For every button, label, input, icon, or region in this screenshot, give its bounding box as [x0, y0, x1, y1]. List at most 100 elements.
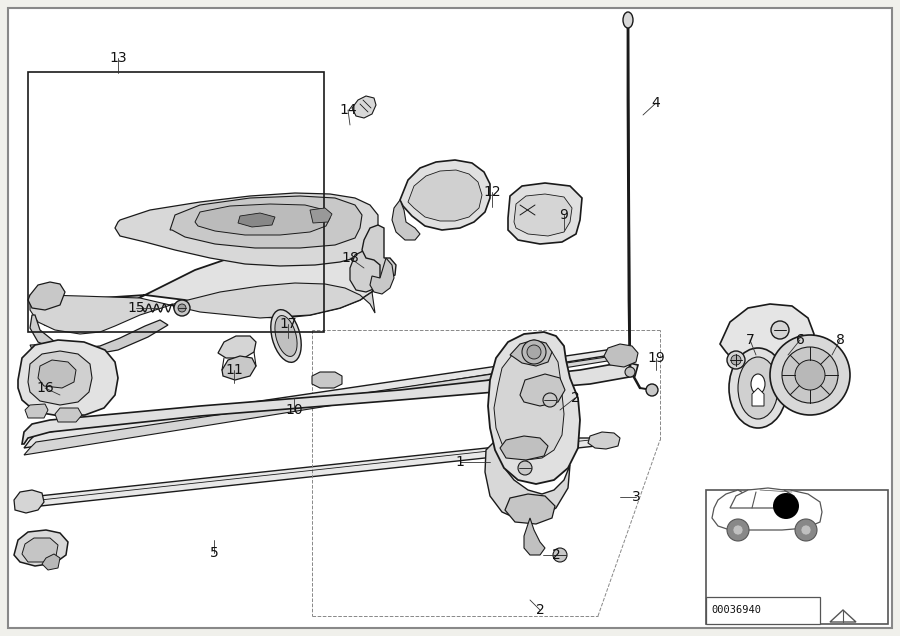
Polygon shape [485, 440, 570, 520]
Circle shape [727, 351, 745, 369]
Text: 2: 2 [552, 548, 561, 562]
Polygon shape [752, 388, 764, 406]
Circle shape [731, 355, 741, 365]
Polygon shape [350, 250, 382, 292]
Polygon shape [500, 436, 548, 460]
Polygon shape [115, 193, 378, 266]
Ellipse shape [623, 12, 633, 28]
Polygon shape [712, 490, 822, 530]
Bar [706, 490, 888, 624]
Text: 11: 11 [225, 363, 243, 377]
Polygon shape [28, 282, 65, 310]
Text: 17: 17 [279, 317, 297, 331]
Polygon shape [30, 283, 375, 334]
Text: 1: 1 [455, 455, 464, 469]
Text: 15: 15 [127, 301, 145, 315]
Polygon shape [494, 347, 564, 460]
Circle shape [733, 525, 743, 535]
Polygon shape [392, 200, 420, 240]
Circle shape [727, 519, 749, 541]
Ellipse shape [729, 348, 787, 428]
Polygon shape [222, 356, 256, 380]
Polygon shape [588, 432, 620, 449]
Polygon shape [30, 344, 90, 365]
Polygon shape [18, 340, 118, 416]
Text: 2: 2 [571, 391, 580, 405]
Text: 8: 8 [835, 333, 844, 347]
Circle shape [782, 347, 838, 403]
Polygon shape [352, 96, 376, 118]
Circle shape [178, 304, 186, 312]
Text: 19: 19 [647, 351, 665, 365]
Bar [28, 72, 324, 332]
Circle shape [773, 493, 799, 519]
Polygon shape [730, 488, 796, 508]
Text: 9: 9 [560, 208, 569, 222]
Text: 10: 10 [285, 403, 302, 417]
Polygon shape [14, 490, 44, 513]
Circle shape [522, 340, 546, 364]
Polygon shape [22, 362, 638, 444]
Polygon shape [362, 225, 396, 280]
Polygon shape [30, 315, 168, 355]
Polygon shape [218, 336, 256, 358]
Text: 14: 14 [339, 103, 356, 117]
Circle shape [771, 321, 789, 339]
Ellipse shape [738, 357, 778, 419]
Ellipse shape [274, 315, 297, 356]
Text: 6: 6 [796, 333, 805, 347]
Polygon shape [22, 538, 58, 562]
Circle shape [646, 384, 658, 396]
Polygon shape [15, 438, 596, 508]
Polygon shape [42, 554, 60, 570]
Polygon shape [55, 408, 82, 422]
Polygon shape [30, 248, 378, 330]
Text: 7: 7 [745, 333, 754, 347]
Polygon shape [604, 344, 638, 367]
Circle shape [625, 367, 635, 377]
Polygon shape [38, 360, 76, 388]
Text: 4: 4 [652, 96, 661, 110]
Text: 5: 5 [210, 546, 219, 560]
Bar [706, 597, 820, 624]
Circle shape [770, 335, 850, 415]
Polygon shape [514, 194, 572, 236]
Circle shape [795, 519, 817, 541]
Polygon shape [25, 404, 48, 418]
Text: 12: 12 [483, 185, 500, 199]
Polygon shape [524, 518, 545, 555]
Text: 3: 3 [632, 490, 641, 504]
Ellipse shape [751, 374, 765, 394]
Polygon shape [400, 160, 490, 230]
Polygon shape [24, 348, 630, 448]
Circle shape [518, 461, 532, 475]
Circle shape [543, 393, 557, 407]
Polygon shape [14, 530, 68, 566]
Text: 2: 2 [536, 603, 544, 617]
Polygon shape [508, 183, 582, 244]
Polygon shape [24, 355, 626, 455]
Polygon shape [510, 340, 552, 366]
Polygon shape [170, 196, 362, 248]
Circle shape [527, 345, 541, 359]
Circle shape [801, 525, 811, 535]
Polygon shape [238, 213, 275, 227]
Circle shape [174, 300, 190, 316]
Ellipse shape [271, 310, 302, 363]
Text: 16: 16 [36, 381, 54, 395]
Polygon shape [370, 258, 394, 294]
Polygon shape [488, 332, 580, 484]
Text: 00036940: 00036940 [711, 605, 761, 615]
Polygon shape [195, 204, 330, 235]
Polygon shape [28, 351, 92, 405]
Circle shape [795, 360, 825, 390]
Polygon shape [312, 372, 342, 388]
Circle shape [553, 548, 567, 562]
Text: 13: 13 [109, 51, 127, 65]
Polygon shape [720, 304, 814, 374]
Text: 18: 18 [341, 251, 359, 265]
Polygon shape [310, 208, 332, 223]
Polygon shape [520, 374, 565, 406]
Polygon shape [505, 494, 555, 524]
Polygon shape [408, 170, 482, 221]
